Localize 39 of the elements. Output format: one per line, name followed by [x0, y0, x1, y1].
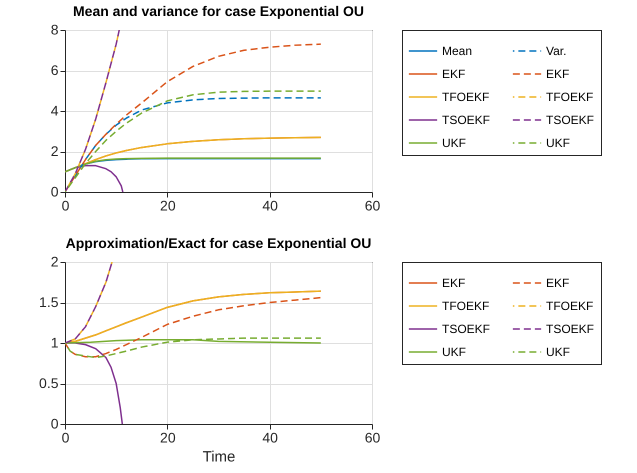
y-tick-label: 1.5: [39, 294, 59, 310]
legend-label: EKF: [442, 276, 466, 290]
legend-label: TSOEKF: [442, 322, 490, 336]
y-tick-label: 8: [50, 22, 59, 38]
legend-label: EKF: [546, 276, 570, 290]
legend-label: UKF: [442, 345, 466, 359]
x-tick-label: 20: [160, 198, 176, 214]
legend-label: Mean: [442, 44, 472, 58]
chart-title: Mean and variance for case Exponential OU: [73, 3, 364, 19]
legend-label: Var.: [546, 44, 566, 58]
x-tick-label: 0: [62, 198, 70, 214]
legend-label: TFOEKF: [546, 299, 594, 313]
y-tick-label: 2: [50, 254, 59, 270]
x-tick-label: 40: [262, 198, 278, 214]
x-tick-label: 60: [364, 198, 380, 214]
x-tick-label: 40: [262, 430, 278, 446]
y-tick-label: 2: [50, 143, 59, 159]
y-tick-label: 1: [50, 334, 59, 350]
legend-label: EKF: [546, 67, 570, 81]
legend-label: TSOEKF: [442, 113, 490, 127]
y-tick-label: 6: [50, 62, 59, 78]
legend-label: TFOEKF: [442, 90, 490, 104]
y-tick-label: 4: [50, 102, 59, 118]
x-axis-title: Time: [202, 448, 236, 466]
y-tick-label: 0: [50, 416, 59, 432]
x-tick-label: 0: [62, 430, 70, 446]
chart-title: Approximation/Exact for case Exponential OU: [66, 235, 372, 251]
y-tick-label: 0.5: [39, 375, 59, 391]
legend-label: TFOEKF: [442, 299, 490, 313]
legend-label: EKF: [442, 67, 466, 81]
x-tick-label: 60: [364, 430, 380, 446]
x-tick-label: 20: [160, 430, 176, 446]
legend-label: UKF: [546, 345, 570, 359]
legend-label: TSOEKF: [546, 113, 594, 127]
y-tick-label: 0: [50, 184, 59, 200]
legend-label: UKF: [546, 136, 570, 150]
legend-label: TFOEKF: [546, 90, 594, 104]
legend-label: TSOEKF: [546, 322, 594, 336]
legend-label: UKF: [442, 136, 466, 150]
